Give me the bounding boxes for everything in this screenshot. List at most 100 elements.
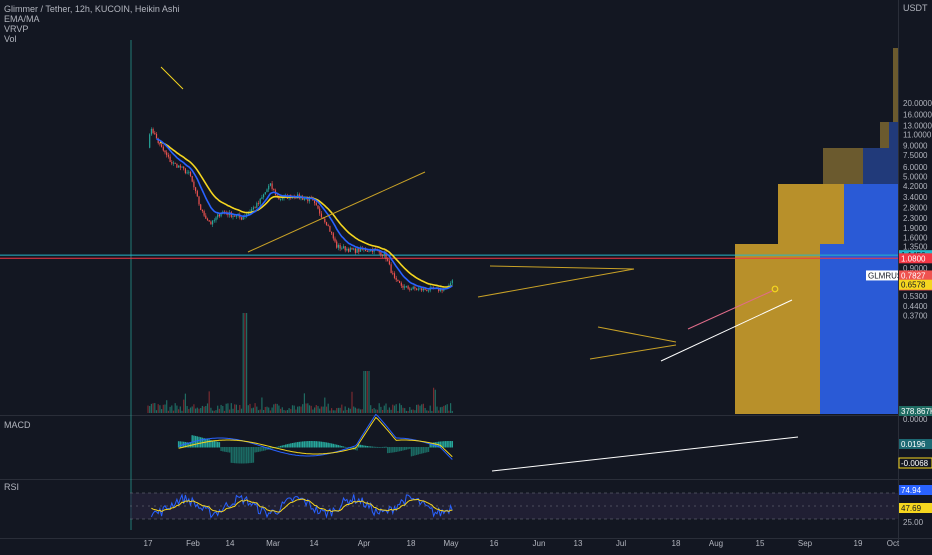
candle-body bbox=[346, 248, 348, 251]
price-tick-label: 6.0000 bbox=[903, 163, 928, 172]
candle-body bbox=[344, 246, 346, 251]
price-tick-label: 7.5000 bbox=[903, 151, 928, 160]
candle-body bbox=[171, 162, 173, 164]
indicator-vol[interactable]: Vol bbox=[4, 34, 17, 44]
candle-body bbox=[234, 215, 236, 217]
vrvp-buy-bin-1 bbox=[735, 244, 820, 414]
volume-bar bbox=[152, 403, 154, 413]
candle-body bbox=[271, 183, 273, 189]
candles-group bbox=[149, 127, 453, 294]
early-trend-marker bbox=[160, 66, 184, 90]
volume-bar bbox=[157, 404, 159, 413]
candle-body bbox=[308, 197, 311, 202]
macd-histogram-bar bbox=[261, 447, 263, 452]
candle-body bbox=[315, 202, 317, 206]
volume-bar bbox=[274, 403, 277, 413]
symbol-title[interactable]: Glimmer / Tether, 12h, KUCOIN, Heikin As… bbox=[4, 4, 180, 14]
volume-bar bbox=[434, 389, 436, 413]
candle-body bbox=[331, 231, 333, 234]
macd-histogram-bar bbox=[208, 439, 210, 448]
macd-histogram-bar bbox=[239, 447, 241, 464]
macd-pane-title[interactable]: MACD bbox=[4, 420, 31, 430]
trendline-flag-bottom bbox=[589, 344, 677, 360]
macd-histogram-bar bbox=[181, 441, 183, 448]
volume-bar bbox=[201, 405, 203, 413]
trendline-ascending-1 bbox=[247, 171, 426, 253]
rsi-pane-title[interactable]: RSI bbox=[4, 482, 20, 492]
macd-histogram-bar bbox=[313, 441, 316, 448]
volume-bar bbox=[252, 407, 254, 413]
indicator-ema-ma[interactable]: EMA/MA bbox=[4, 14, 40, 24]
time-tick-label: 15 bbox=[756, 539, 765, 548]
macd-histogram-bar bbox=[210, 439, 212, 448]
macd-histogram-bar bbox=[446, 441, 448, 448]
time-tick-label: 18 bbox=[672, 539, 681, 548]
macd-histogram-bar bbox=[286, 444, 289, 448]
indicator-vrvp[interactable]: VRVP bbox=[4, 24, 29, 34]
volume-bar bbox=[222, 406, 224, 413]
macd-histogram-bar bbox=[196, 436, 198, 448]
volume-bar bbox=[167, 410, 169, 413]
price-tick-label: 0.4400 bbox=[903, 302, 928, 311]
candle-body bbox=[390, 264, 392, 273]
macd-histogram-bar bbox=[312, 441, 314, 448]
candle-body bbox=[426, 289, 428, 292]
volume-bar bbox=[155, 410, 158, 413]
volume-bar bbox=[361, 409, 363, 413]
volume-bar bbox=[395, 404, 397, 413]
macd-histogram-bar bbox=[451, 441, 453, 448]
macd-histogram-bar bbox=[337, 445, 340, 448]
rsi-axis-lower: 25.00 bbox=[903, 518, 924, 527]
candle-body bbox=[242, 217, 244, 220]
time-tick-label: 17 bbox=[144, 539, 153, 548]
candle-body bbox=[178, 165, 180, 168]
macd-value-2: -0.0068 bbox=[901, 459, 929, 468]
macd-histogram-bar bbox=[439, 441, 442, 448]
ma-line bbox=[156, 138, 453, 290]
volume-bar bbox=[385, 403, 387, 413]
volume-bar bbox=[315, 405, 317, 413]
macd-histogram-bar bbox=[279, 445, 282, 448]
macd-histogram-bar bbox=[397, 447, 399, 452]
macd-histogram-bar bbox=[211, 440, 214, 448]
volume-bar bbox=[325, 406, 328, 413]
candle-body bbox=[358, 248, 360, 252]
candle-body bbox=[400, 283, 402, 286]
volume-bar bbox=[436, 406, 438, 413]
candle-body bbox=[161, 144, 163, 147]
volume-bar bbox=[387, 409, 389, 413]
candle-body bbox=[399, 281, 401, 284]
volume-bar bbox=[320, 406, 322, 413]
vrvp-buy-bin-4 bbox=[880, 122, 889, 148]
volume-bar bbox=[257, 410, 260, 413]
candle-body bbox=[162, 146, 164, 151]
candle-body bbox=[327, 225, 329, 226]
volume-bar bbox=[212, 410, 214, 413]
macd-histogram-bar bbox=[364, 445, 367, 448]
candle-body bbox=[319, 208, 321, 214]
macd-histogram-bar bbox=[177, 441, 180, 448]
candle-body bbox=[189, 171, 192, 177]
volume-bar bbox=[188, 409, 190, 413]
volume-bar bbox=[382, 409, 384, 413]
candle-body bbox=[268, 185, 270, 190]
candle-body bbox=[329, 225, 331, 232]
macd-histogram-bar bbox=[295, 442, 297, 448]
volume-bar bbox=[365, 371, 367, 413]
volume-bar bbox=[319, 408, 321, 413]
volume-bar bbox=[348, 407, 350, 413]
volume-bar bbox=[392, 404, 394, 413]
volume-bar bbox=[373, 408, 375, 413]
volume-bar bbox=[159, 405, 161, 413]
volume-bar bbox=[433, 387, 435, 413]
candle-body bbox=[395, 277, 397, 280]
macd-histogram-bar bbox=[218, 442, 221, 448]
volume-bar bbox=[217, 405, 219, 413]
candle-body bbox=[354, 248, 356, 253]
volume-bar bbox=[331, 408, 333, 413]
volume-bar bbox=[312, 409, 314, 413]
candle-body bbox=[201, 209, 203, 212]
candle-body bbox=[149, 134, 151, 148]
